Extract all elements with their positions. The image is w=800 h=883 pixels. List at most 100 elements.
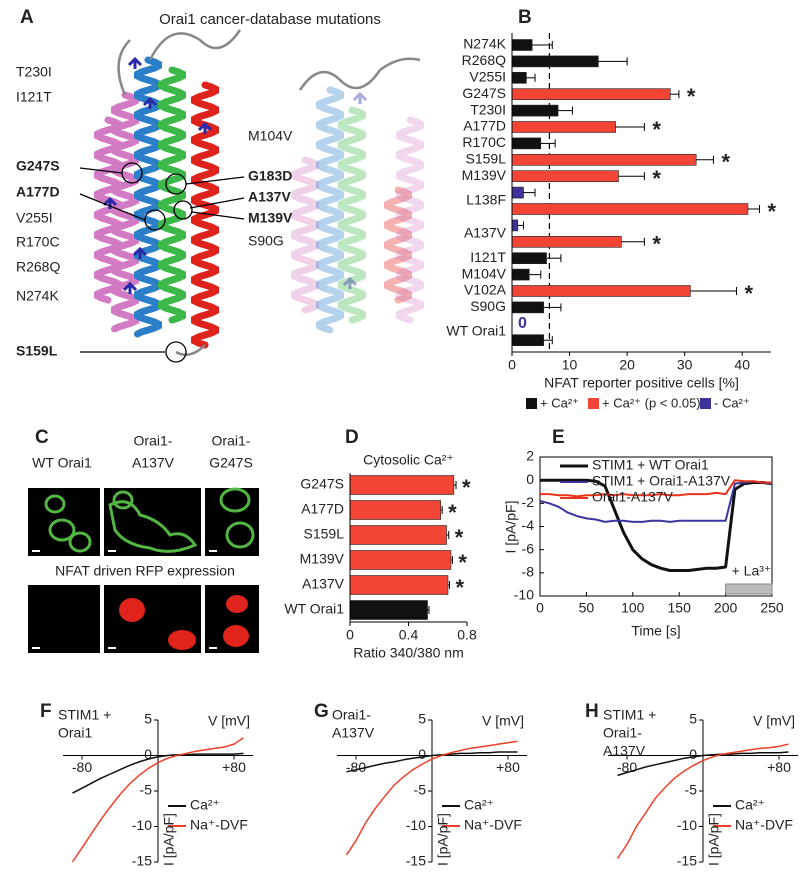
category-label: R170C [462,134,506,150]
significance-star: * [744,281,753,306]
bar [349,475,455,495]
category-label: A177D [301,501,344,517]
significance-star: * [652,232,661,257]
chart-title: Cytosolic Ca²⁺ [363,452,454,468]
y-tick-label: -2 [522,494,535,510]
legend-label: Na⁺-DVF [464,817,522,833]
x-tick-label: 0 [508,357,516,373]
y-axis-label: I [pA/pF] [161,813,177,866]
x-tick-label: 40 [734,357,750,373]
y-tick-label: -5 [414,782,427,798]
category-label: M139V [300,551,345,567]
bar [349,600,428,620]
y-tick-label: 0 [689,746,697,762]
bar [349,550,452,570]
x-axis-label: V [mV] [753,713,795,729]
bar [349,575,449,595]
data-line [345,740,518,856]
category-label: G247S [462,85,506,101]
legend-label: STIM1 + WT Orai1 [592,457,709,473]
column-label: A137V [132,455,175,471]
chart-title: Orai1 [58,725,92,741]
data-line [616,743,789,859]
panel-letter: G [314,701,329,722]
bar [511,104,559,117]
data-line [539,480,773,523]
mutation-label: A137V [248,189,291,205]
y-tick-label: 0 [144,746,152,762]
side-chain [102,196,118,209]
bar [511,137,542,150]
y-tick-label: -15 [132,853,152,869]
pointer-lines [79,162,245,363]
legend-label: Orai1-A137V [592,489,674,505]
side-chain [342,276,358,289]
bar [349,525,447,545]
helix [338,106,366,324]
column-label: G247S [209,455,253,471]
y-tick-label: -10 [406,817,426,833]
significance-star: * [455,575,464,600]
x-axis-label: V [mV] [208,713,250,729]
x-tick-label: -80 [72,759,92,775]
y-axis-label: I [pA/pF] [435,813,451,866]
category-label: G247S [300,476,344,492]
x-tick-label: 0.8 [457,627,477,643]
bar [511,268,530,281]
bar [511,219,519,232]
significance-star: * [458,550,467,575]
category-label: M104V [462,265,507,281]
helix [158,66,186,324]
bar [511,55,599,68]
category-label: N274K [463,36,506,52]
x-tick-label: 250 [760,600,784,616]
x-tick-label: 10 [562,357,578,373]
y-tick-label: -5 [685,782,698,798]
y-tick-label: 2 [526,448,534,464]
x-tick-label: 20 [619,357,635,373]
category-label: S159L [466,151,507,167]
mutation-label: R170C [16,234,60,250]
y-tick-label: -10 [514,587,534,603]
bar [511,39,533,51]
bar [511,236,622,248]
category-label: V255I [469,69,506,85]
category-label: S90G [470,298,506,314]
bar [511,252,547,264]
chart-title: A137V [603,743,646,759]
bar [511,285,691,297]
helix [111,91,139,333]
helix [94,116,122,304]
legend-swatch [526,398,537,409]
panel-letter: F [40,701,52,722]
micrographs [28,487,259,653]
significance-star: * [448,500,457,525]
bar [511,203,749,215]
category-label: WT Orai1 [284,601,344,617]
bar [511,170,619,182]
category-label: L138F [466,192,506,208]
mutation-label: A177D [16,184,60,200]
side-chain [132,246,148,259]
category-label: S159L [304,526,345,542]
loop [379,57,421,72]
column-label: Orai1- [212,433,251,449]
y-tick-label: -15 [677,853,697,869]
significance-star: * [652,117,661,142]
mutation-label: V255I [16,210,53,226]
x-tick-label: 0 [536,600,544,616]
significance-star: * [687,84,696,109]
y-tick-label: 0 [418,746,426,762]
mutation-label: T230I [16,64,52,80]
significance-star: * [767,199,776,224]
x-tick-label: 150 [668,600,692,616]
loop [148,29,242,61]
y-tick-label: -8 [522,564,535,580]
column-label: Orai1- [134,433,173,449]
data-line [617,751,789,777]
annotation-bar [725,583,773,595]
panel-letter: E [552,427,565,448]
data-label: 0 [518,315,527,332]
legend-swatch [588,398,599,409]
